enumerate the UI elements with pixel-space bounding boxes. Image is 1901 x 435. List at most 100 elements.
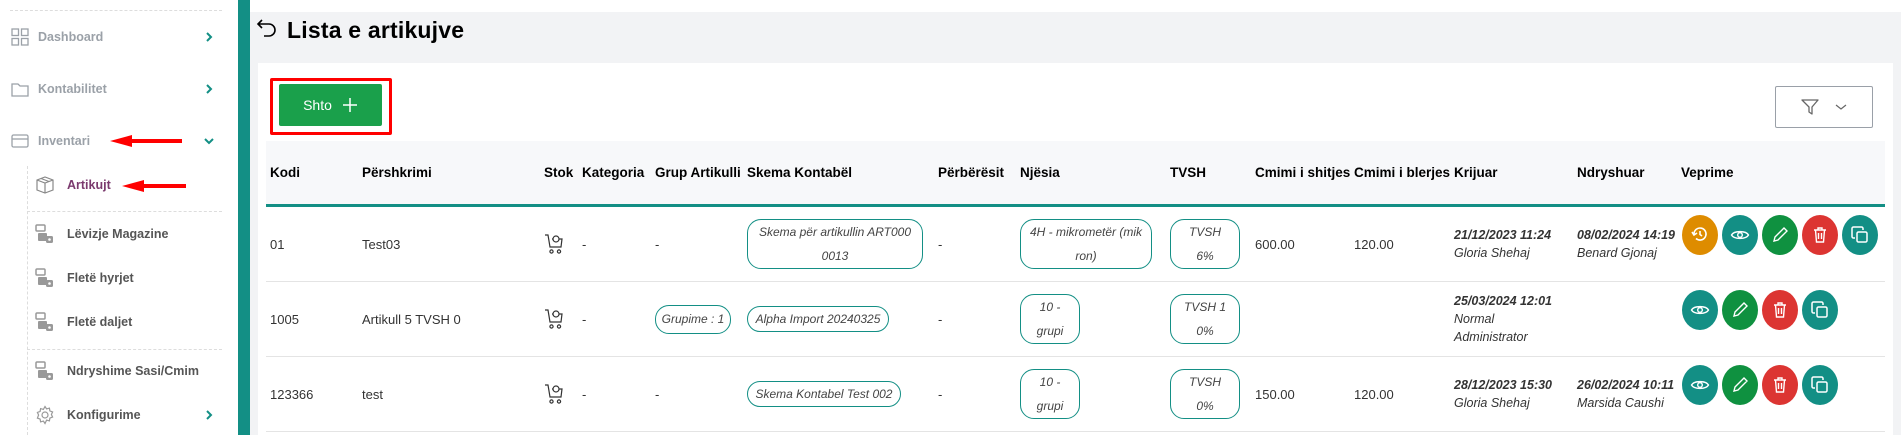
cell-njesia: 10 - grupi	[1020, 357, 1170, 431]
sidebar-item-ndryshime-sasi-cmim[interactable]: Ndryshime Sasi/Cmim	[0, 356, 238, 386]
account-scheme-badge: Alpha Import 20240325	[747, 306, 889, 332]
column-header-ndryshuar: Ndryshuar	[1577, 164, 1645, 180]
edit-button[interactable]	[1722, 290, 1758, 330]
pencil-icon	[1733, 302, 1748, 317]
copy-button[interactable]	[1802, 290, 1838, 330]
edit-button[interactable]	[1722, 365, 1758, 405]
add-button[interactable]: Shto	[279, 84, 382, 126]
item-components: -	[938, 311, 943, 327]
sidebar-item-artikujt[interactable]: Artikujt	[0, 170, 238, 200]
cart-icon[interactable]	[544, 383, 564, 405]
copy-button[interactable]	[1802, 365, 1838, 405]
cell-cmimi-shitjes	[1255, 282, 1354, 356]
trash-icon	[1774, 302, 1786, 318]
cell-ndryshuar: 08/02/2024 14:19 Benard Gjonaj	[1577, 207, 1681, 281]
view-button[interactable]	[1682, 290, 1718, 330]
account-scheme-text: Skema për artikullin ART000 0013	[758, 225, 912, 263]
warehouse-icon	[35, 268, 53, 287]
cell-kodi: 1005	[270, 282, 362, 356]
cell-pershkrimi: test	[362, 357, 544, 431]
warehouse-icon	[35, 312, 53, 331]
item-group: -	[655, 236, 660, 252]
cart-icon[interactable]	[544, 233, 564, 255]
chevron-right-icon	[206, 410, 213, 420]
cell-skema-kontabel: Skema Kontabel Test 002	[747, 357, 938, 431]
cart-icon[interactable]	[544, 308, 564, 330]
back-arrow-icon[interactable]	[256, 17, 278, 39]
copy-icon	[1811, 376, 1828, 393]
sidebar-border	[238, 0, 250, 435]
vat-badge: TVSH 6%	[1170, 219, 1240, 269]
column-header-tvsh: TVSH	[1170, 164, 1207, 180]
chevron-down-icon	[204, 138, 214, 145]
add-button-label: Shto	[303, 97, 332, 113]
history-button[interactable]	[1682, 215, 1718, 255]
sidebar-item-label: Ndryshime Sasi/Cmim	[67, 364, 199, 378]
sidebar-item-label: Inventari	[38, 134, 91, 148]
delete-button[interactable]	[1762, 365, 1798, 405]
copy-icon	[1811, 301, 1828, 318]
created-date: 25/03/2024 12:01	[1454, 294, 1553, 308]
table-header: Kodi Përshkrimi Stok Kategoria Grup Artikull…	[266, 141, 1885, 207]
trash-icon	[1774, 377, 1786, 393]
highlight-annotation	[270, 78, 392, 135]
cell-tvsh: TVSH 6%	[1170, 207, 1255, 281]
table-row: 123366 test - - Skema Kontabel Test 002 - 10 -…	[266, 357, 1885, 432]
sale-price: 150.00	[1255, 386, 1295, 402]
edit-button[interactable]	[1762, 215, 1798, 255]
view-button[interactable]	[1682, 365, 1718, 405]
filter-dropdown-button[interactable]	[1775, 86, 1873, 128]
sidebar-item-flete-daljet[interactable]: Fletë daljet	[0, 307, 238, 337]
divider	[10, 10, 222, 11]
card-icon	[11, 134, 29, 148]
cell-pershkrimi: Test03	[362, 207, 544, 281]
cell-kategoria: -	[582, 207, 655, 281]
cell-kategoria: -	[582, 357, 655, 431]
column-header-kategoria: Kategoria	[582, 164, 645, 180]
sidebar-item-konfigurime[interactable]: Konfigurime	[0, 400, 238, 430]
history-icon	[1691, 227, 1707, 241]
column-header-cmimi-blerjes: Cmimi i blerjes	[1354, 164, 1451, 180]
view-button[interactable]	[1722, 215, 1758, 255]
eye-icon	[1730, 230, 1750, 240]
cell-tvsh: TVSH 1 0%	[1170, 282, 1255, 356]
account-scheme-badge: Skema për artikullin ART000 0013	[747, 219, 923, 269]
delete-button[interactable]	[1802, 215, 1838, 255]
delete-button[interactable]	[1762, 290, 1798, 330]
plus-icon	[342, 98, 357, 112]
cell-krijuar: 21/12/2023 11:24 Gloria Shehaj	[1454, 207, 1577, 281]
sidebar-item-dashboard[interactable]: Dashboard	[0, 22, 238, 52]
group-badge: Grupime : 1	[655, 304, 731, 334]
copy-button[interactable]	[1842, 215, 1878, 255]
divider	[27, 349, 222, 350]
sidebar-item-levizje-magazine[interactable]: Lëvizje Magazine	[0, 219, 238, 249]
unit-text: 10 - grupi	[1036, 375, 1064, 413]
purchase-price: 120.00	[1354, 386, 1394, 402]
modified-user: Benard Gjonaj	[1577, 246, 1657, 260]
cell-krijuar: 25/03/2024 12:01 Normal Administrator	[1454, 282, 1577, 356]
unit-text: 10 - grupi	[1036, 300, 1064, 338]
sidebar-item-label: Fletë daljet	[67, 315, 133, 329]
modified-info: 26/02/2024 10:11 Marsida Caushi	[1577, 376, 1677, 412]
vat-text: TVSH 0%	[1188, 375, 1221, 413]
red-arrow-annotation	[110, 135, 182, 147]
gear-icon	[36, 405, 54, 425]
cell-njesia: 10 - grupi	[1020, 282, 1170, 356]
unit-badge: 10 - grupi	[1020, 369, 1080, 419]
vat-badge: TVSH 1 0%	[1170, 294, 1240, 344]
account-scheme-badge: Skema Kontabel Test 002	[747, 381, 901, 407]
table-row: 1005 Artikull 5 TVSH 0 - Grupime : 1 Alpha I…	[266, 282, 1885, 357]
pencil-icon	[1773, 227, 1788, 242]
item-category: -	[582, 311, 587, 327]
column-header-perberesit: Përbërësit	[938, 164, 1005, 180]
sidebar-item-inventari[interactable]: Inventari	[0, 126, 238, 156]
cell-krijuar: 28/12/2023 15:30 Gloria Shehaj	[1454, 357, 1577, 431]
item-description: Artikull 5 TVSH 0	[362, 311, 461, 327]
created-date: 28/12/2023 15:30	[1454, 378, 1553, 392]
sidebar-item-flete-hyrjet[interactable]: Fletë hyrjet	[0, 263, 238, 293]
sidebar-item-kontabilitet[interactable]: Kontabilitet	[0, 74, 238, 104]
unit-badge: 10 - grupi	[1020, 294, 1080, 344]
created-date: 21/12/2023 11:24	[1454, 228, 1552, 242]
item-description: Test03	[362, 236, 401, 252]
cell-cmimi-shitjes: 150.00	[1255, 357, 1354, 431]
